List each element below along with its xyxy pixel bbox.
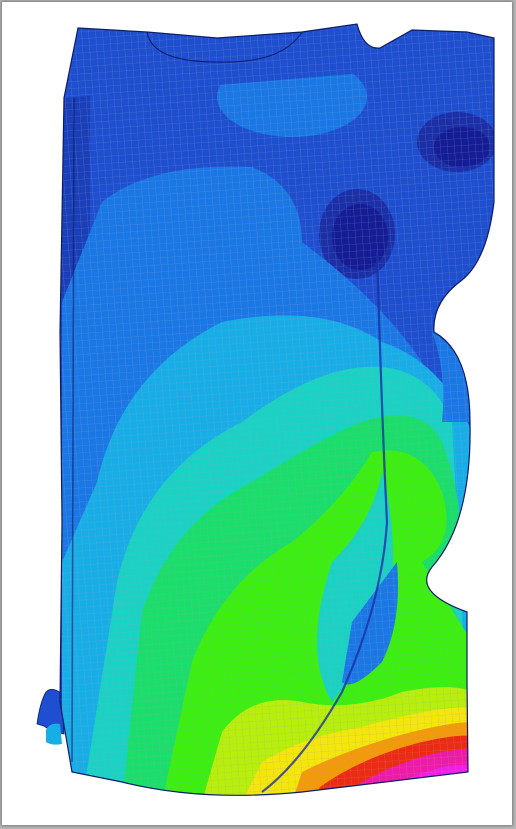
body-outline <box>59 23 495 796</box>
contour-layers <box>60 24 494 796</box>
top-notch <box>146 31 303 63</box>
left-bracket-tab-inner <box>46 723 62 745</box>
